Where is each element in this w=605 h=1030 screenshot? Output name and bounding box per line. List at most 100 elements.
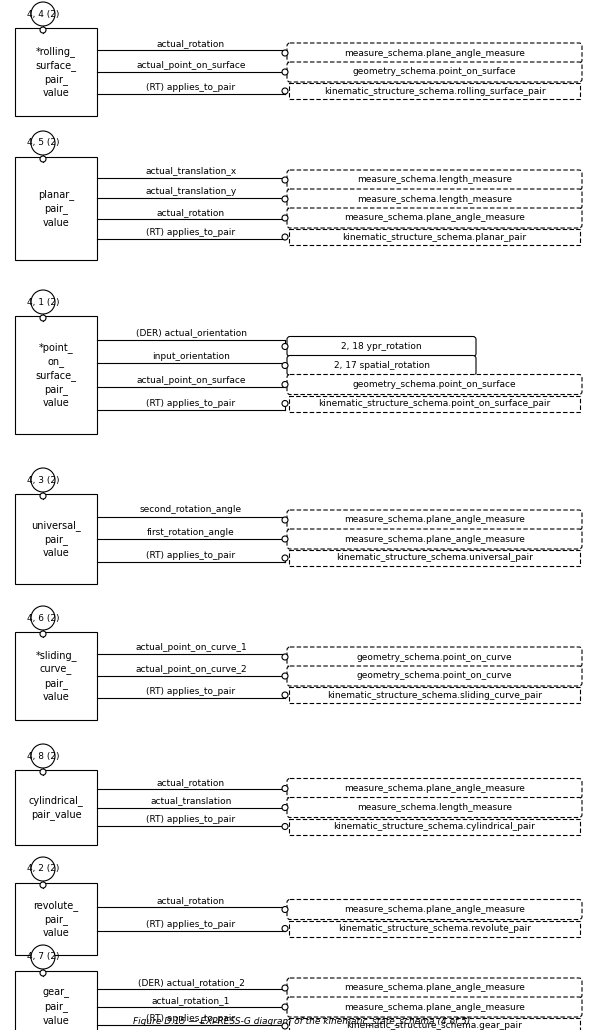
FancyBboxPatch shape [287,355,476,376]
Circle shape [282,88,288,94]
Text: measure_schema.plane_angle_measure: measure_schema.plane_angle_measure [344,515,525,524]
FancyBboxPatch shape [15,770,97,845]
Text: geometry_schema.point_on_surface: geometry_schema.point_on_surface [353,68,516,76]
FancyBboxPatch shape [287,188,582,209]
FancyBboxPatch shape [287,647,582,667]
Circle shape [282,786,288,791]
Text: measure_schema.plane_angle_measure: measure_schema.plane_angle_measure [344,1002,525,1011]
Circle shape [282,654,288,660]
Text: measure_schema.plane_angle_measure: measure_schema.plane_angle_measure [344,905,525,914]
Text: measure_schema.length_measure: measure_schema.length_measure [357,175,512,184]
FancyBboxPatch shape [287,43,582,63]
FancyBboxPatch shape [15,494,97,584]
Text: *sliding_
curve_
pair_
value: *sliding_ curve_ pair_ value [35,650,77,702]
Text: 4, 1 (2): 4, 1 (2) [27,298,59,307]
Text: first_rotation_angle: first_rotation_angle [147,528,235,537]
Text: measure_schema.plane_angle_measure: measure_schema.plane_angle_measure [344,984,525,993]
Text: gear_
pair_
value: gear_ pair_ value [42,989,70,1026]
Text: input_orientation: input_orientation [152,352,230,362]
Circle shape [31,857,55,881]
Text: actual_point_on_curve_2: actual_point_on_curve_2 [135,665,247,674]
Circle shape [40,315,46,321]
Text: kinematic_structure_schema.revolute_pair: kinematic_structure_schema.revolute_pair [338,924,531,933]
Circle shape [282,804,288,811]
FancyBboxPatch shape [289,396,580,412]
Text: actual_rotation_1: actual_rotation_1 [152,996,230,1005]
Text: kinematic_structure_schema.planar_pair: kinematic_structure_schema.planar_pair [342,233,526,241]
Text: universal_
pair_
value: universal_ pair_ value [31,520,81,558]
Circle shape [40,493,46,499]
Text: actual_point_on_curve_1: actual_point_on_curve_1 [135,643,247,652]
Text: geometry_schema.point_on_curve: geometry_schema.point_on_curve [357,672,512,681]
FancyBboxPatch shape [289,687,580,703]
FancyBboxPatch shape [287,170,582,190]
Text: 2, 18 ypr_rotation: 2, 18 ypr_rotation [341,342,422,351]
FancyBboxPatch shape [15,883,97,955]
Text: 4, 8 (2): 4, 8 (2) [27,752,59,760]
Text: 4, 2 (2): 4, 2 (2) [27,864,59,873]
Circle shape [282,177,288,183]
Text: *rolling_
surface_
pair_
value: *rolling_ surface_ pair_ value [36,46,76,98]
Text: (RT) applies_to_pair: (RT) applies_to_pair [146,550,235,559]
Circle shape [31,131,55,154]
Text: actual_translation_y: actual_translation_y [145,187,237,196]
FancyBboxPatch shape [287,899,582,920]
Text: kinematic_structure_schema.cylindrical_pair: kinematic_structure_schema.cylindrical_p… [333,822,535,831]
Text: revolute_
pair_
value: revolute_ pair_ value [33,900,79,938]
Text: 4, 6 (2): 4, 6 (2) [27,614,59,622]
Text: (RT) applies_to_pair: (RT) applies_to_pair [146,687,235,696]
FancyBboxPatch shape [289,1018,580,1030]
Circle shape [282,1004,288,1010]
Text: kinematic_structure_schema.sliding_curve_pair: kinematic_structure_schema.sliding_curve… [327,690,542,699]
FancyBboxPatch shape [15,632,97,720]
Circle shape [282,401,288,407]
Circle shape [282,363,288,369]
Text: measure_schema.plane_angle_measure: measure_schema.plane_angle_measure [344,784,525,793]
FancyBboxPatch shape [287,666,582,686]
Circle shape [282,985,288,991]
Circle shape [282,215,288,221]
Text: (DER) actual_orientation: (DER) actual_orientation [136,329,246,338]
Circle shape [40,970,46,976]
Text: actual_point_on_surface: actual_point_on_surface [136,61,246,70]
Circle shape [31,606,55,630]
Text: cylindrical_
pair_value: cylindrical_ pair_value [28,795,83,820]
Text: measure_schema.plane_angle_measure: measure_schema.plane_angle_measure [344,48,525,58]
FancyBboxPatch shape [289,229,580,245]
Text: 4, 7 (2): 4, 7 (2) [27,953,59,961]
FancyBboxPatch shape [287,997,582,1017]
Text: geometry_schema.point_on_surface: geometry_schema.point_on_surface [353,380,516,389]
Circle shape [282,692,288,698]
Text: (DER) actual_rotation_2: (DER) actual_rotation_2 [137,978,244,987]
Text: (RT) applies_to_pair: (RT) applies_to_pair [146,816,235,824]
FancyBboxPatch shape [287,978,582,998]
Text: kinematic_structure_schema.gear_pair: kinematic_structure_schema.gear_pair [347,1022,523,1030]
Text: kinematic_structure_schema.point_on_surface_pair: kinematic_structure_schema.point_on_surf… [318,399,551,408]
Text: Figure D.15 — EXPRESS-G diagram of the kinematic_state_schema (4 of 5): Figure D.15 — EXPRESS-G diagram of the k… [133,1018,471,1027]
FancyBboxPatch shape [15,316,97,434]
Circle shape [31,744,55,768]
Text: 4, 5 (2): 4, 5 (2) [27,138,59,147]
Text: 2, 17 spatial_rotation: 2, 17 spatial_rotation [333,360,430,370]
Text: measure_schema.plane_angle_measure: measure_schema.plane_angle_measure [344,535,525,544]
Circle shape [40,156,46,162]
Text: actual_rotation: actual_rotation [157,208,225,216]
Text: geometry_schema.point_on_curve: geometry_schema.point_on_curve [357,652,512,661]
Circle shape [282,517,288,523]
Circle shape [31,290,55,314]
Circle shape [282,536,288,542]
FancyBboxPatch shape [287,797,582,818]
FancyBboxPatch shape [15,157,97,260]
Circle shape [282,1023,288,1029]
Circle shape [282,673,288,679]
FancyBboxPatch shape [287,779,582,798]
Text: measure_schema.plane_angle_measure: measure_schema.plane_angle_measure [344,213,525,222]
Text: actual_rotation: actual_rotation [157,39,225,48]
FancyBboxPatch shape [289,921,580,936]
Circle shape [282,50,288,56]
FancyBboxPatch shape [15,971,97,1030]
Circle shape [31,2,55,26]
Circle shape [40,27,46,33]
FancyBboxPatch shape [287,62,582,82]
Text: actual_point_on_surface: actual_point_on_surface [136,376,246,385]
